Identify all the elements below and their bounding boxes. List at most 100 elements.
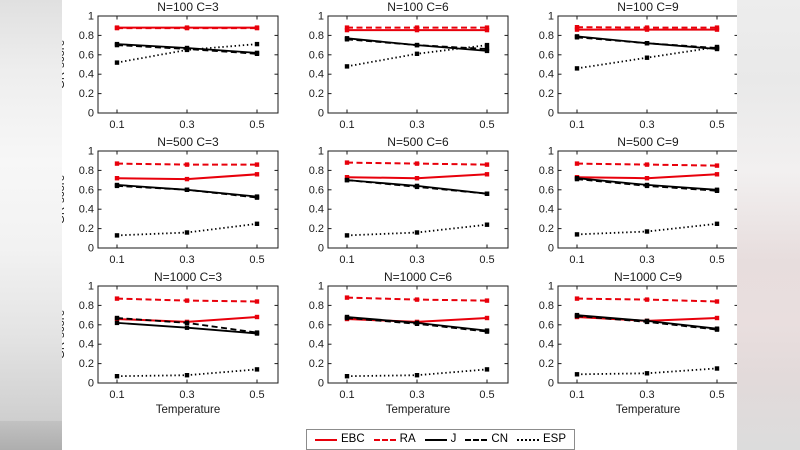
marker-cn (574, 313, 580, 319)
axes-box (97, 150, 279, 249)
x-tick-label: 0.3 (179, 254, 194, 266)
x-tick-label: 0.5 (249, 389, 264, 401)
subplot-N-500-C-9: N=500 C=9 0 0.2 0.4 0.6 0.8 1 0.1 0.3 0.5 (539, 135, 737, 266)
y-tick-label: 0.6 (539, 49, 554, 61)
y-tick-label: 0 (548, 108, 554, 120)
x-tick-label: 0.5 (249, 254, 264, 266)
marker-ra (254, 299, 260, 304)
marker-ebc (414, 176, 420, 181)
axes-box (557, 150, 737, 249)
axes-box (97, 15, 279, 114)
axes-box (327, 285, 509, 384)
legend-label-j: J (450, 432, 457, 445)
marker-ra (574, 296, 580, 301)
axes-box (327, 150, 509, 249)
marker-ra (184, 298, 190, 303)
x-tick-label: 0.5 (479, 389, 494, 401)
y-tick-label: 0.4 (309, 204, 324, 216)
y-tick-label: 0.2 (309, 358, 324, 370)
marker-ra (184, 162, 190, 167)
y-axis-label: GR-score (62, 175, 67, 224)
marker-cn (714, 327, 720, 332)
marker-esp (644, 371, 650, 376)
x-tick-label: 0.3 (179, 389, 194, 401)
marker-ra (714, 25, 720, 30)
marker-ra (714, 163, 720, 168)
y-tick-label: 1 (318, 281, 324, 293)
legend-item-cn: CN (465, 433, 508, 446)
background-blur-left (0, 0, 62, 450)
marker-esp (184, 230, 190, 235)
y-tick-label: 0.2 (539, 88, 554, 100)
marker-cn (574, 35, 580, 40)
marker-ra (644, 162, 650, 167)
marker-esp (254, 367, 260, 372)
marker-esp (344, 64, 350, 69)
marker-cn (254, 330, 260, 335)
legend-label-ebc: EBC (341, 432, 365, 445)
marker-esp (114, 233, 120, 238)
subplot-title: N=100 C=9 (617, 0, 679, 14)
x-tick-label: 0.5 (479, 254, 494, 266)
marker-ebc (254, 172, 260, 177)
y-tick-label: 0 (88, 378, 94, 390)
y-tick-label: 0.6 (539, 184, 554, 196)
y-tick-label: 0 (548, 378, 554, 390)
marker-esp (574, 232, 580, 237)
marker-cn (484, 329, 490, 334)
subplot-title: N=500 C=3 (157, 135, 219, 149)
y-tick-label: 1 (88, 11, 94, 23)
marker-esp (574, 66, 580, 71)
y-tick-label: 0.2 (309, 88, 324, 100)
y-tick-label: 0.8 (79, 30, 94, 42)
y-tick-label: 0.4 (309, 339, 324, 351)
legend-label-esp: ESP (543, 432, 567, 445)
y-tick-label: 0.6 (309, 184, 324, 196)
marker-ebc (414, 27, 420, 33)
y-tick-label: 0.4 (539, 204, 554, 216)
marker-ra (344, 160, 350, 165)
subplot-title: N=1000 C=3 (154, 270, 222, 284)
y-tick-label: 0 (88, 108, 94, 120)
y-tick-label: 0.8 (539, 30, 554, 42)
marker-ra (414, 297, 420, 302)
y-tick-label: 0.2 (79, 223, 94, 235)
y-tick-label: 0.6 (79, 319, 94, 331)
y-tick-label: 0.2 (539, 358, 554, 370)
marker-cn (644, 41, 650, 46)
axes-box (327, 15, 509, 114)
y-tick-label: 1 (548, 146, 554, 158)
y-tick-label: 0 (88, 243, 94, 255)
marker-j (114, 320, 120, 326)
x-tick-label: 0.5 (709, 254, 724, 266)
y-tick-label: 0.4 (79, 69, 94, 81)
legend-item-ebc: EBC (315, 432, 365, 446)
marker-cn (344, 177, 350, 183)
marker-ra (114, 25, 120, 31)
marker-cn (484, 191, 490, 196)
y-tick-label: 0.6 (79, 49, 94, 61)
x-tick-label: 0.1 (109, 119, 124, 131)
legend-line-sample-ebc (315, 438, 337, 441)
marker-j (184, 325, 190, 330)
marker-ra (414, 25, 420, 30)
legend-line-sample-ra (373, 438, 396, 441)
marker-ebc (344, 175, 350, 180)
marker-ebc (344, 27, 350, 33)
marker-cn (644, 183, 650, 189)
y-axis-label: GR-score (62, 310, 67, 359)
subplot-N-100-C-3: N=100 C=3 0 0.2 0.4 0.6 0.8 1 0.1 0.3 0.5 GR-score (62, 0, 279, 131)
legend-item-ra: RA (373, 433, 416, 446)
marker-cn (644, 319, 650, 325)
marker-ebc (714, 172, 720, 177)
axes-box (557, 15, 737, 114)
y-tick-label: 0.6 (79, 184, 94, 196)
marker-cn (414, 321, 420, 326)
marker-ra (414, 161, 420, 166)
subplot-title: N=100 C=3 (157, 0, 219, 14)
legend-line-sample-cn (465, 438, 488, 441)
subplot-N-1000-C-3: N=1000 C=3 0 0.2 0.4 0.6 0.8 1 0.1 0.3 0.5 GR-scor… (62, 270, 279, 416)
marker-cn (344, 37, 350, 42)
x-tick-label: 0.1 (569, 389, 584, 401)
axes-box (97, 285, 279, 384)
